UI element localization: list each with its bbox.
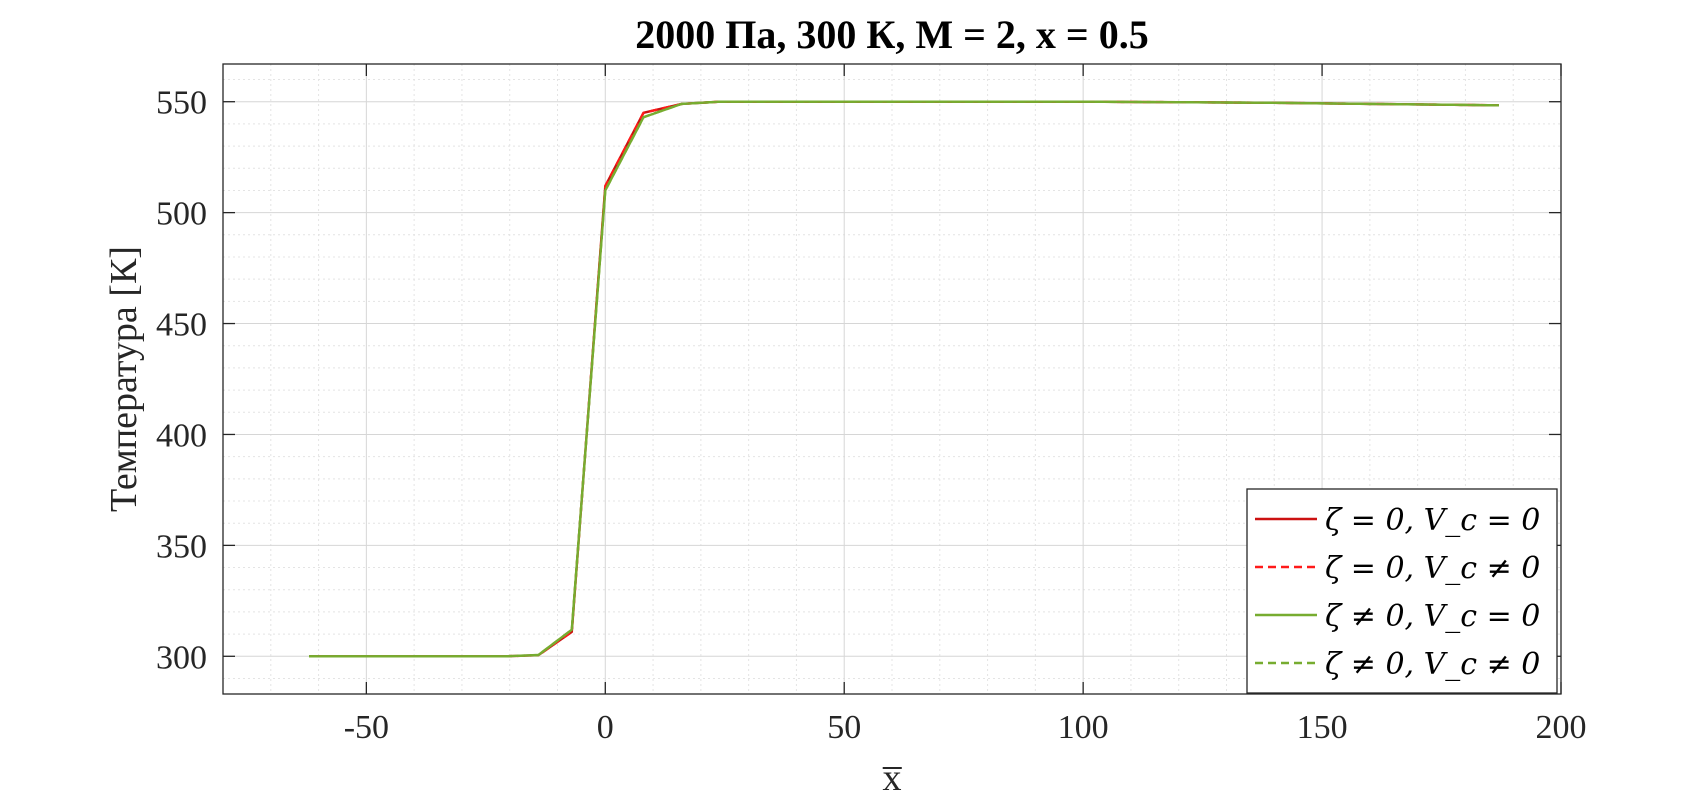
y-axis-label: Температура [К] <box>103 246 145 512</box>
x-tick-label: -50 <box>344 709 389 746</box>
legend-label: ζ ≠ 0, V_c ≠ 0 <box>1325 647 1540 682</box>
legend-label: ζ = 0, V_c ≠ 0 <box>1325 551 1540 586</box>
tick-labels: -50 0 50 100 150 200 300 350 400 450 500 550 <box>156 85 1587 746</box>
y-tick-label: 500 <box>156 196 207 233</box>
plot-frame <box>222 63 1562 695</box>
series-lines <box>309 100 1499 658</box>
x-tick-label: 100 <box>1058 709 1109 746</box>
x-tick-label: 200 <box>1536 709 1587 746</box>
y-tick-label: 350 <box>156 528 207 565</box>
chart-title: 2000 Па, 300 К, M = 2, x = 0.5 <box>635 12 1148 57</box>
x-axis-label: x̅ <box>882 757 902 799</box>
legend-label: ζ = 0, V_c = 0 <box>1325 503 1540 538</box>
legend: ζ = 0, V_c = 0 ζ = 0, V_c ≠ 0 ζ ≠ 0, V_c =… <box>1246 488 1558 694</box>
y-tick-label: 550 <box>156 85 207 122</box>
series-line-4 <box>309 100 1499 658</box>
legend-label: ζ ≠ 0, V_c = 0 <box>1325 599 1540 634</box>
x-tick-label: 150 <box>1297 709 1348 746</box>
y-tick-label: 400 <box>156 417 207 454</box>
y-tick-label: 300 <box>156 639 207 676</box>
y-tick-label: 450 <box>156 307 207 344</box>
x-tick-label: 50 <box>827 709 861 746</box>
x-tick-label: 0 <box>597 709 614 746</box>
legend-box <box>1246 488 1558 694</box>
